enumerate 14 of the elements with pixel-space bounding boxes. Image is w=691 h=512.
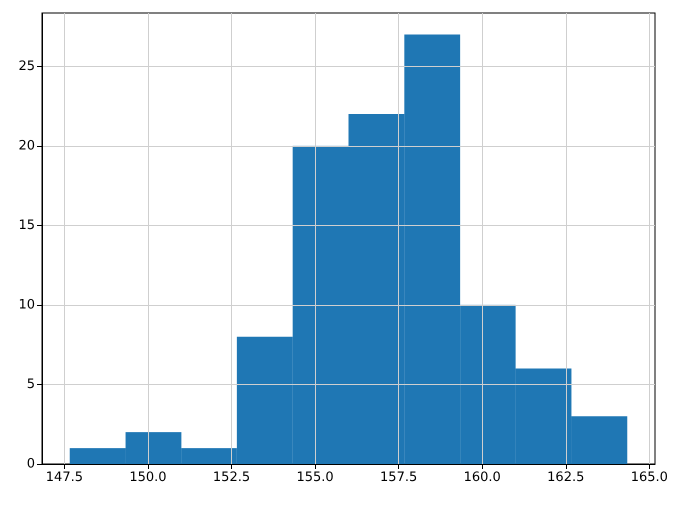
y-tick-label: 15: [18, 218, 35, 233]
y-tick-label: 0: [26, 456, 35, 472]
x-tick-label: 165.0: [630, 470, 668, 485]
x-tick-label: 157.5: [380, 470, 418, 485]
x-tick-label: 155.0: [296, 470, 334, 485]
y-tick-label: 20: [18, 138, 35, 154]
x-tick-label: 150.0: [129, 470, 167, 485]
y-tick-label: 10: [18, 297, 35, 312]
x-tick-label: 147.5: [46, 470, 84, 485]
y-tick-label: 5: [26, 376, 35, 392]
x-tick-label: 162.5: [547, 470, 584, 485]
y-tick-label: 25: [18, 58, 35, 74]
x-tick-label: 160.0: [464, 470, 501, 485]
x-tick-label: 152.5: [212, 470, 250, 485]
